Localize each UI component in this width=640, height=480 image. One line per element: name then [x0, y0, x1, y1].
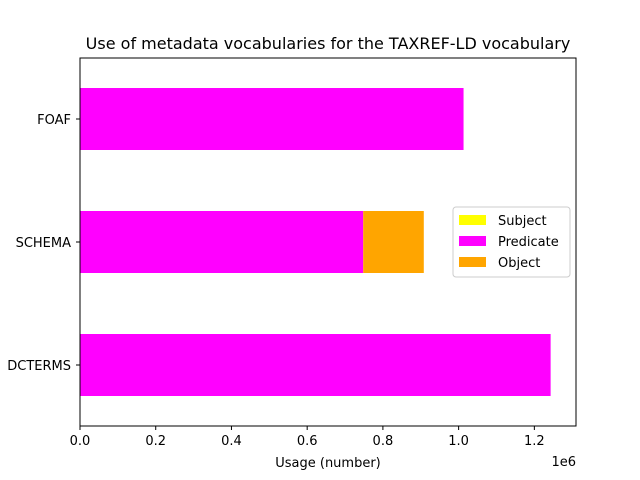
chart-title: Use of metadata vocabularies for the TAX… [86, 34, 571, 53]
x-tick-label: 1.2 [524, 434, 545, 449]
legend: Subject Predicate Object [452, 206, 571, 278]
x-tick-label: 1.0 [448, 434, 469, 449]
bar-schema-object [363, 211, 424, 273]
legend-label-object: Object [498, 256, 540, 271]
y-tick-label-dcterms: DCTERMS [7, 359, 71, 374]
x-axis-label: Usage (number) [275, 456, 381, 471]
bar-foaf-predicate [80, 88, 464, 150]
legend-label-subject: Subject [498, 214, 547, 229]
x-tick-label: 0.0 [70, 434, 91, 449]
legend-swatch-subject [459, 215, 486, 225]
legend-swatch-predicate [459, 236, 486, 246]
legend-swatch-object [459, 257, 486, 267]
x-tick-label: 0.8 [373, 434, 394, 449]
y-tick-label-foaf: FOAF [37, 113, 71, 128]
y-tick-label-schema: SCHEMA [16, 236, 72, 251]
x-axis-ticks: 0.0 0.2 0.4 0.6 0.8 1.0 1.2 [70, 426, 545, 449]
y-axis-ticks: DCTERMS SCHEMA FOAF [7, 113, 80, 374]
legend-label-predicate: Predicate [498, 235, 559, 250]
bar-schema-predicate [80, 211, 364, 273]
bars-group [80, 88, 551, 396]
bar-dcterms-predicate [80, 334, 551, 396]
x-axis-offset-label: 1e6 [551, 455, 576, 470]
x-tick-label: 0.6 [297, 434, 318, 449]
x-tick-label: 0.2 [145, 434, 166, 449]
x-tick-label: 0.4 [221, 434, 242, 449]
